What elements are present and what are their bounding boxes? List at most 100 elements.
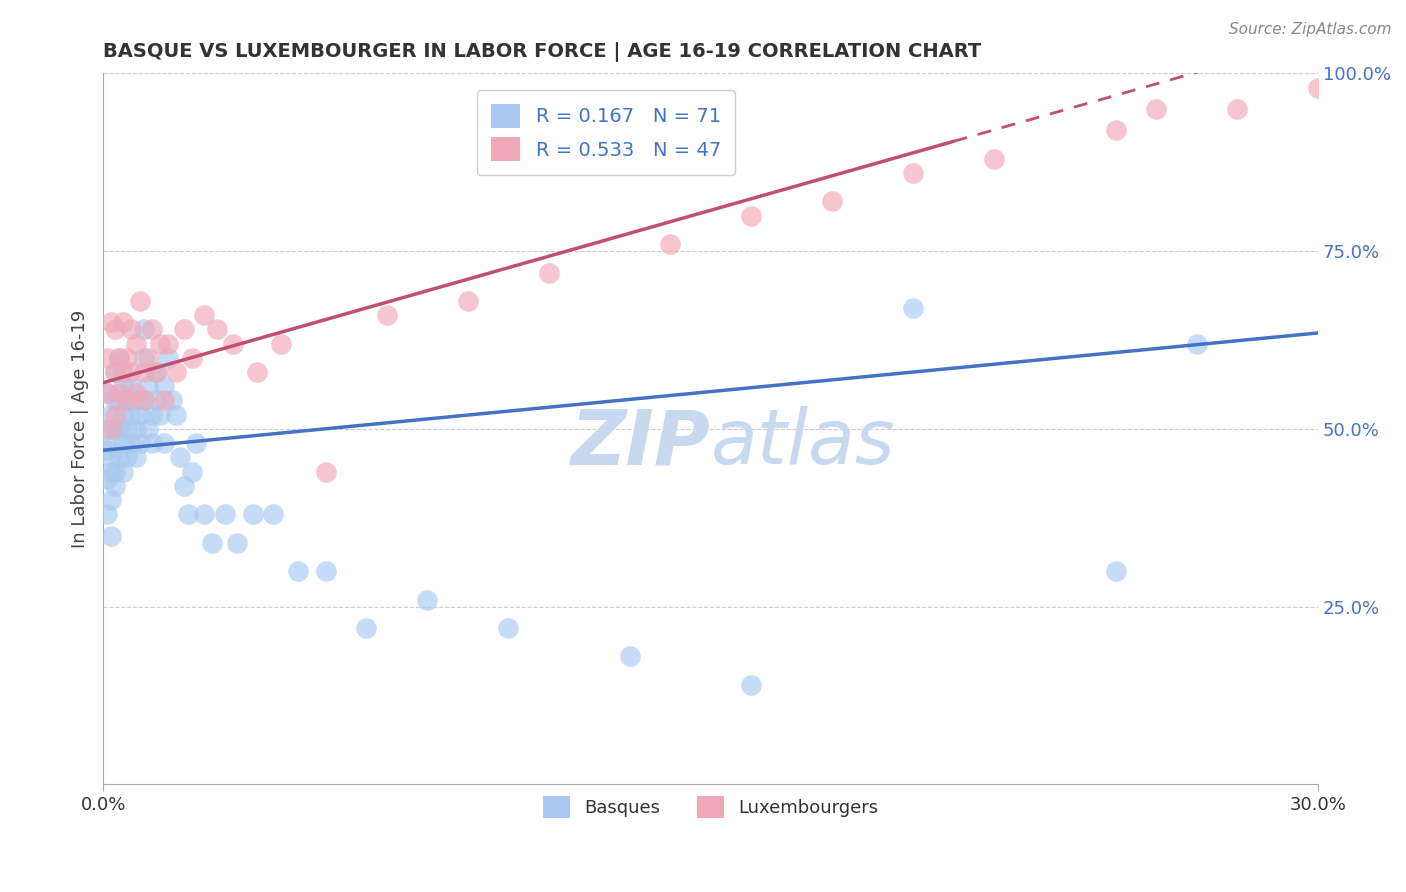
Point <box>121 436 143 450</box>
Point <box>740 209 762 223</box>
Point <box>1104 123 1126 137</box>
Point <box>145 365 167 379</box>
Point <box>659 237 682 252</box>
Point <box>156 336 179 351</box>
Point <box>96 386 118 401</box>
Point <box>121 322 143 336</box>
Point <box>112 436 135 450</box>
Point <box>104 322 127 336</box>
Point <box>128 408 150 422</box>
Point <box>1104 564 1126 578</box>
Point <box>104 408 127 422</box>
Point <box>153 393 176 408</box>
Point <box>100 436 122 450</box>
Point <box>104 479 127 493</box>
Point <box>132 393 155 408</box>
Point <box>821 194 844 209</box>
Point <box>117 393 139 408</box>
Point <box>201 535 224 549</box>
Point <box>132 365 155 379</box>
Point <box>149 408 172 422</box>
Point <box>262 508 284 522</box>
Text: Source: ZipAtlas.com: Source: ZipAtlas.com <box>1229 22 1392 37</box>
Point <box>901 166 924 180</box>
Text: ZIP: ZIP <box>571 406 710 480</box>
Point <box>132 322 155 336</box>
Point <box>165 365 187 379</box>
Point <box>100 465 122 479</box>
Point <box>169 450 191 465</box>
Point <box>112 408 135 422</box>
Point <box>186 436 208 450</box>
Point <box>132 351 155 365</box>
Point <box>153 436 176 450</box>
Point <box>100 422 122 436</box>
Point <box>112 315 135 329</box>
Point <box>136 379 159 393</box>
Point <box>181 465 204 479</box>
Point <box>356 621 378 635</box>
Point <box>108 386 131 401</box>
Point <box>112 365 135 379</box>
Point <box>117 450 139 465</box>
Point <box>121 365 143 379</box>
Point <box>287 564 309 578</box>
Point <box>108 351 131 365</box>
Point <box>177 508 200 522</box>
Point <box>205 322 228 336</box>
Point <box>100 528 122 542</box>
Point <box>96 472 118 486</box>
Point <box>270 336 292 351</box>
Point <box>100 315 122 329</box>
Point <box>246 365 269 379</box>
Point <box>112 379 135 393</box>
Legend: Basques, Luxembourgers: Basques, Luxembourgers <box>536 789 886 825</box>
Point <box>104 365 127 379</box>
Point <box>149 336 172 351</box>
Y-axis label: In Labor Force | Age 16-19: In Labor Force | Age 16-19 <box>72 310 89 548</box>
Point <box>1144 102 1167 116</box>
Point <box>104 365 127 379</box>
Point <box>104 422 127 436</box>
Point <box>124 336 146 351</box>
Point <box>160 393 183 408</box>
Point <box>901 301 924 315</box>
Point <box>315 564 337 578</box>
Point <box>193 308 215 322</box>
Point <box>1185 336 1208 351</box>
Point <box>740 678 762 692</box>
Point <box>457 293 479 308</box>
Point <box>141 322 163 336</box>
Text: BASQUE VS LUXEMBOURGER IN LABOR FORCE | AGE 16-19 CORRELATION CHART: BASQUE VS LUXEMBOURGER IN LABOR FORCE | … <box>103 42 981 62</box>
Point <box>121 379 143 393</box>
Point <box>132 393 155 408</box>
Point <box>537 266 560 280</box>
Point <box>214 508 236 522</box>
Point <box>141 408 163 422</box>
Point <box>153 379 176 393</box>
Point <box>100 450 122 465</box>
Point <box>96 386 118 401</box>
Point <box>496 621 519 635</box>
Point <box>104 393 127 408</box>
Point <box>124 386 146 401</box>
Point <box>173 479 195 493</box>
Point <box>242 508 264 522</box>
Point <box>124 422 146 436</box>
Point <box>375 308 398 322</box>
Point <box>108 351 131 365</box>
Point <box>128 293 150 308</box>
Point <box>104 465 127 479</box>
Point <box>108 450 131 465</box>
Point <box>141 436 163 450</box>
Point <box>983 152 1005 166</box>
Point <box>108 422 131 436</box>
Point <box>100 408 122 422</box>
Point <box>124 450 146 465</box>
Point <box>156 351 179 365</box>
Point <box>173 322 195 336</box>
Point <box>225 535 247 549</box>
Point <box>117 422 139 436</box>
Point <box>117 351 139 365</box>
Point <box>619 649 641 664</box>
